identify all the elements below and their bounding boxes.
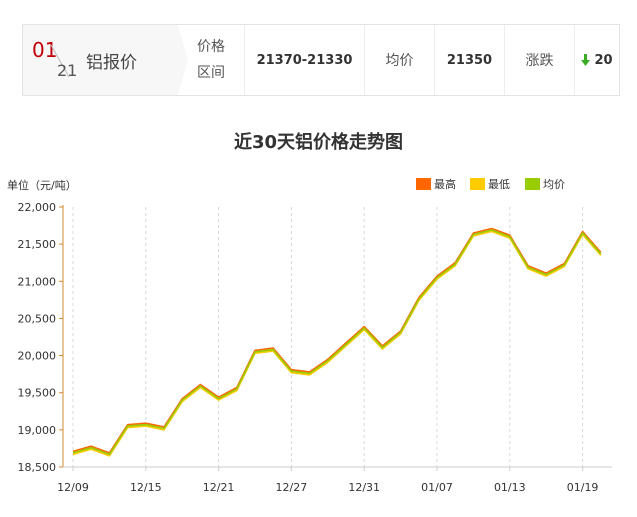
y-tick-label-6: 19,000	[18, 424, 57, 437]
date-slash	[50, 44, 70, 78]
legend-item-avg[interactable]: 均价	[525, 176, 565, 192]
price-range-label-line2: 区间	[197, 65, 225, 81]
legend-swatch-low	[470, 178, 485, 190]
legend-label-low: 最低	[488, 178, 510, 191]
price-range-label: 价格 区间	[178, 25, 244, 95]
y-tick-label-5: 19,500	[18, 387, 57, 400]
change-value-cell: 20	[574, 25, 619, 95]
legend-item-low[interactable]: 最低	[470, 176, 510, 192]
y-tick-label-1: 21,500	[18, 238, 57, 251]
price-summary-bar: 01 21 铝报价 价格 区间 21370-21330 均价 21350 涨跌 …	[22, 24, 620, 96]
y-tick-label-3: 20,500	[18, 312, 57, 325]
x-tick-label-4: 12/31	[348, 481, 380, 494]
series-line-avg	[72, 229, 602, 456]
x-tick-label-5: 01/07	[421, 481, 453, 494]
y-tick-label-2: 21,000	[18, 275, 57, 288]
x-tick-label-7: 01/19	[567, 481, 599, 494]
series-line-high	[72, 227, 602, 454]
x-tick-label-2: 12/21	[203, 481, 235, 494]
x-tick-label-1: 12/15	[130, 481, 162, 494]
y-tick-label-0: 22,000	[18, 201, 57, 214]
date-block-arrow	[178, 25, 188, 95]
change-label: 涨跌	[504, 25, 574, 95]
x-tick-label-3: 12/27	[276, 481, 308, 494]
legend-item-high[interactable]: 最高	[416, 176, 456, 192]
x-tick-label-0: 12/09	[57, 481, 89, 494]
legend-swatch-high	[416, 178, 431, 190]
legend-swatch-avg	[525, 178, 540, 190]
y-axis-unit-label: 单位（元/吨）	[7, 179, 77, 192]
date-day: 21	[57, 61, 78, 80]
y-tick-label-7: 18,500	[18, 461, 57, 474]
legend-label-avg: 均价	[543, 178, 565, 191]
avg-price-value: 21350	[434, 25, 504, 95]
y-tick-label-4: 20,000	[18, 350, 57, 363]
x-tick-label-6: 01/13	[494, 481, 526, 494]
metal-title: 铝报价	[86, 53, 137, 73]
price-range-value: 21370-21330	[244, 25, 364, 95]
chart-title: 近30天铝价格走势图	[233, 132, 404, 153]
date-block: 01 21 铝报价	[23, 25, 188, 95]
price-range-label-line1: 价格	[197, 39, 225, 55]
date-month: 01	[32, 38, 58, 62]
change-value: 20	[594, 52, 613, 68]
down-arrow-icon	[581, 54, 591, 66]
legend-label-high: 最高	[434, 178, 456, 191]
series-line-low	[72, 230, 602, 457]
avg-price-label: 均价	[364, 25, 434, 95]
